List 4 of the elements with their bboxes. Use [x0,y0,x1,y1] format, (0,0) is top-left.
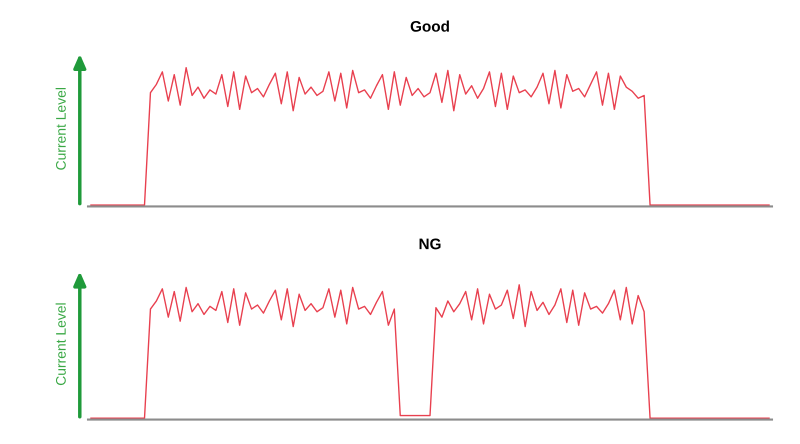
chart-title: Good [410,20,449,32]
y-axis-title: Current Level [56,88,66,170]
chart-title: NG [420,238,441,250]
y-axis-title: Current Level [56,303,66,386]
